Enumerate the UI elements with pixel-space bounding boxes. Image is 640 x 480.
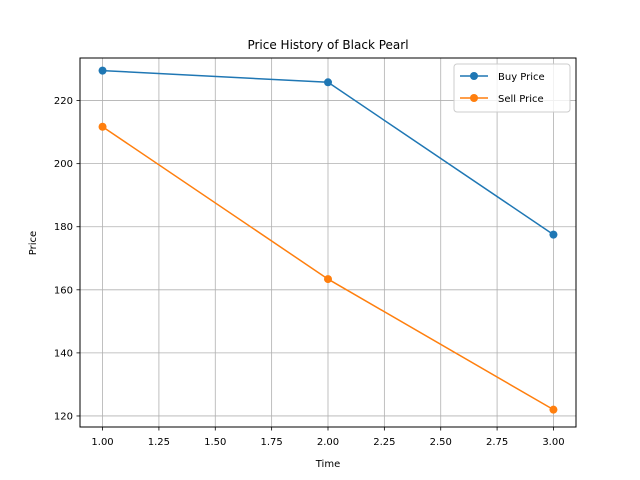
data-point-buy-price bbox=[549, 230, 558, 239]
y-tick-label: 200 bbox=[54, 159, 73, 170]
x-tick-label: 3.00 bbox=[542, 437, 564, 448]
x-tick-label: 2.75 bbox=[486, 437, 508, 448]
legend-marker bbox=[470, 94, 478, 102]
x-axis: 1.00 1.25 1.50 1.75 2.00 2.25 2.50 2.75 3.00 bbox=[91, 427, 565, 448]
x-tick-label: 1.00 bbox=[91, 437, 113, 448]
y-tick-label: 220 bbox=[54, 96, 73, 107]
y-tick-label: 140 bbox=[54, 348, 73, 359]
data-point-sell-price bbox=[98, 122, 107, 131]
x-tick-label: 1.25 bbox=[148, 437, 170, 448]
data-point-buy-price bbox=[98, 66, 107, 75]
x-tick-label: 2.25 bbox=[373, 437, 395, 448]
data-point-buy-price bbox=[324, 78, 332, 87]
x-tick-label: 1.75 bbox=[261, 437, 283, 448]
chart-title: Price History of Black Pearl bbox=[247, 38, 408, 52]
x-tick-label: 1.50 bbox=[204, 437, 226, 448]
x-tick-label: 2.00 bbox=[317, 437, 339, 448]
legend-marker bbox=[470, 72, 478, 80]
y-axis-label: Price bbox=[28, 231, 39, 255]
data-point-sell-price bbox=[549, 405, 558, 414]
y-tick-label: 120 bbox=[54, 411, 73, 422]
x-axis-label: Time bbox=[315, 459, 340, 470]
y-tick-label: 180 bbox=[54, 222, 73, 233]
series-group bbox=[98, 66, 558, 414]
series-buy-price bbox=[98, 66, 558, 239]
series-sell-price bbox=[98, 122, 558, 414]
grid bbox=[80, 58, 576, 427]
legend: Buy Price Sell Price bbox=[453, 63, 571, 113]
y-axis: 120 140 160 180 200 220 bbox=[54, 96, 80, 422]
legend-label: Buy Price bbox=[498, 72, 545, 83]
data-point-sell-price bbox=[324, 275, 332, 284]
y-tick-label: 160 bbox=[54, 285, 73, 296]
legend-label: Sell Price bbox=[498, 94, 544, 105]
x-tick-label: 2.50 bbox=[430, 437, 452, 448]
